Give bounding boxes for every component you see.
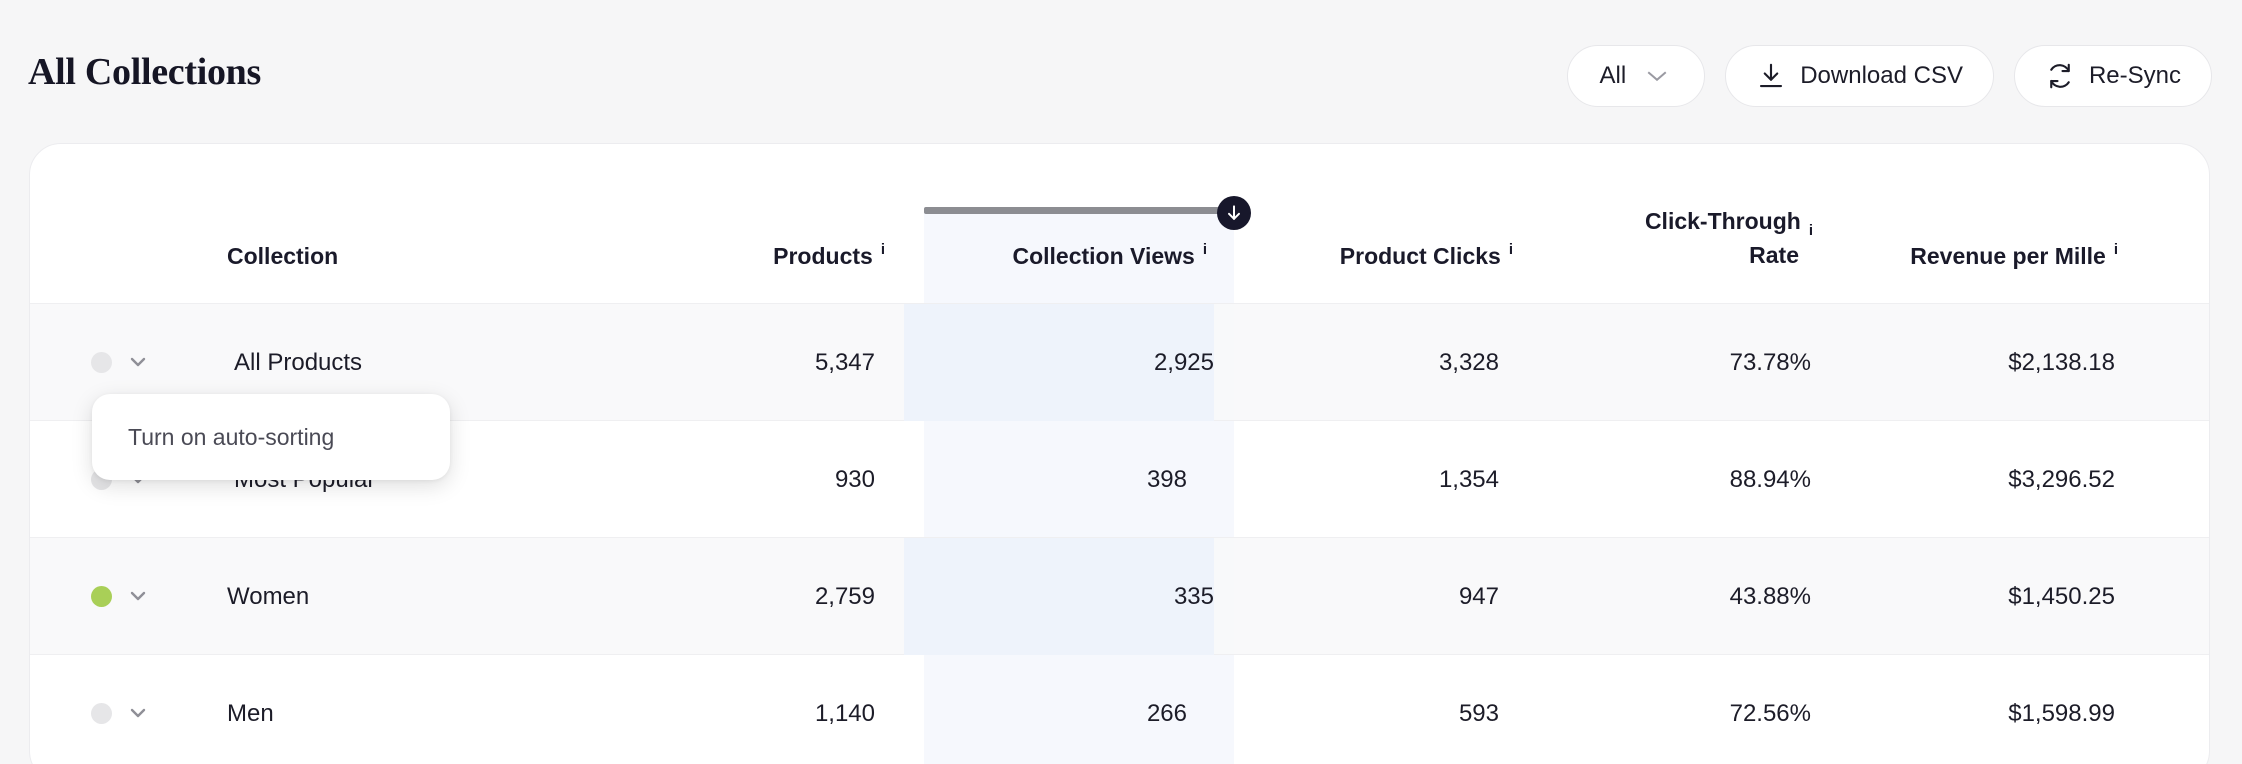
product-clicks-value: 947 bbox=[1458, 582, 1499, 610]
download-icon bbox=[1760, 63, 1783, 88]
column-header-label: Click-Through bbox=[1644, 208, 1801, 234]
column-header-products[interactable]: Products i bbox=[773, 241, 885, 275]
page-title: All Collections bbox=[28, 51, 261, 93]
product-clicks-value: 593 bbox=[1458, 699, 1499, 727]
column-header-collection-views[interactable]: Collection Views i bbox=[1012, 241, 1207, 275]
auto-sort-status-dot[interactable] bbox=[91, 352, 112, 373]
collection-views-value: 2,925 bbox=[1153, 348, 1214, 376]
ctr-value: 73.78% bbox=[1729, 348, 1811, 376]
collection-views-value: 398 bbox=[1146, 465, 1187, 493]
column-header-label: Product Clicks bbox=[1339, 243, 1501, 269]
products-count: 1,140 bbox=[814, 699, 875, 727]
ctr-value: 88.94% bbox=[1729, 465, 1811, 493]
table-row[interactable]: Women 2,759 335 947 43.88% $1,450.25 bbox=[30, 538, 2209, 655]
filter-select[interactable]: All bbox=[1566, 45, 1706, 107]
collection-name[interactable]: Women bbox=[227, 582, 310, 610]
column-header-product-clicks[interactable]: Product Clicks i bbox=[1340, 241, 1513, 275]
column-header-click-through-rate[interactable]: Click-Through i Rate bbox=[1645, 206, 1813, 271]
column-header-revenue-per-mille[interactable]: Revenue per Mille i bbox=[1910, 241, 2118, 275]
table-row[interactable]: Men 1,140 266 593 72.56% $1,598.99 bbox=[30, 655, 2209, 764]
chevron-down-icon[interactable] bbox=[126, 701, 150, 725]
info-icon[interactable]: i bbox=[1202, 241, 1207, 258]
collection-name[interactable]: Men bbox=[227, 699, 274, 727]
table-header: Collection Products i Collection Views i P… bbox=[30, 144, 2209, 304]
rpm-value: $1,450.25 bbox=[2008, 582, 2115, 610]
column-header-label: Products bbox=[773, 243, 873, 269]
collection-name[interactable]: All Products bbox=[234, 348, 363, 376]
sorted-column-highlight bbox=[924, 210, 1234, 764]
auto-sort-tooltip: Turn on auto-sorting bbox=[92, 394, 450, 480]
download-csv-label: Download CSV bbox=[1800, 62, 1963, 89]
rpm-value: $3,296.52 bbox=[2008, 465, 2115, 493]
resync-label: Re-Sync bbox=[2088, 62, 2181, 89]
resync-button[interactable]: Re-Sync bbox=[2013, 45, 2212, 107]
column-header-label: Rate bbox=[1749, 242, 1799, 268]
collection-views-cell: 335 bbox=[904, 538, 1214, 655]
collection-views-value: 335 bbox=[1173, 582, 1214, 610]
header-actions: All Download CSV Re-Sync bbox=[1566, 45, 2212, 107]
table-row[interactable]: All Products 5,347 2,925 3,328 73.78% $2… bbox=[30, 304, 2209, 421]
info-icon[interactable]: i bbox=[880, 241, 885, 258]
products-count: 930 bbox=[834, 465, 875, 493]
rpm-value: $1,598.99 bbox=[2008, 699, 2115, 727]
column-header-label: Collection Views bbox=[1012, 243, 1195, 269]
column-header-collection[interactable]: Collection bbox=[227, 241, 338, 272]
column-header-label: Revenue per Mille bbox=[1910, 243, 2106, 269]
refresh-icon bbox=[2050, 63, 2070, 89]
auto-sort-status-dot[interactable] bbox=[91, 586, 112, 607]
product-clicks-value: 3,328 bbox=[1438, 348, 1499, 376]
collections-table-card: Collection Products i Collection Views i P… bbox=[29, 143, 2210, 764]
info-icon[interactable]: i bbox=[1808, 222, 1813, 239]
products-count: 2,759 bbox=[814, 582, 875, 610]
auto-sort-status-dot[interactable] bbox=[91, 703, 112, 724]
product-clicks-value: 1,354 bbox=[1438, 465, 1499, 493]
download-csv-button[interactable]: Download CSV bbox=[1725, 45, 1994, 107]
collection-views-cell: 2,925 bbox=[904, 304, 1214, 421]
info-icon[interactable]: i bbox=[2113, 241, 2118, 258]
rpm-value: $2,138.18 bbox=[2008, 348, 2115, 376]
chevron-down-icon[interactable] bbox=[126, 350, 150, 374]
tooltip-text: Turn on auto-sorting bbox=[128, 423, 335, 450]
column-header-label: Collection bbox=[227, 243, 339, 269]
sorted-column-indicator bbox=[924, 207, 1234, 214]
products-count: 5,347 bbox=[814, 348, 875, 376]
collection-views-value: 266 bbox=[1146, 699, 1187, 727]
ctr-value: 43.88% bbox=[1729, 582, 1811, 610]
filter-select-value: All bbox=[1599, 62, 1627, 89]
chevron-down-icon bbox=[1647, 71, 1667, 82]
ctr-value: 72.56% bbox=[1729, 699, 1811, 727]
chevron-down-icon[interactable] bbox=[126, 584, 150, 608]
info-icon[interactable]: i bbox=[1508, 241, 1513, 258]
arrow-down-icon bbox=[1228, 205, 1240, 220]
sort-direction-button[interactable] bbox=[1217, 196, 1251, 230]
